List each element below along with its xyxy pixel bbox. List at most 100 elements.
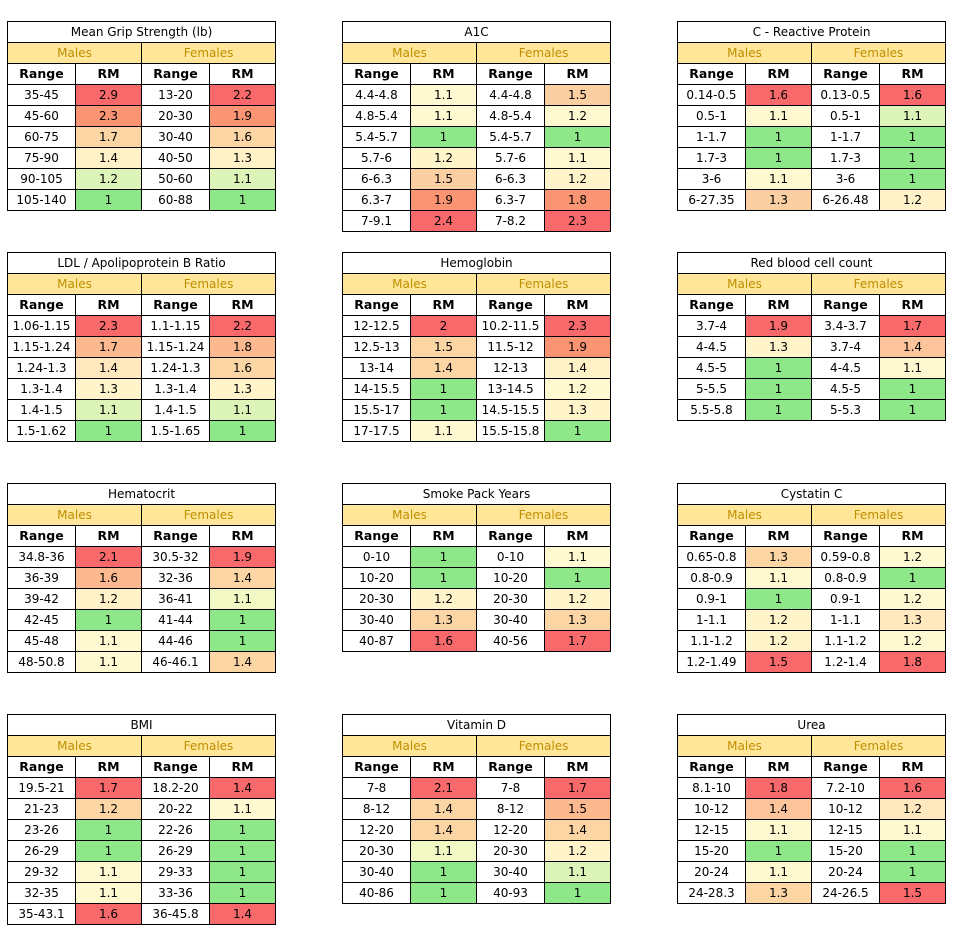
male-rm-cell: 1 xyxy=(745,840,812,862)
female-rm-cell: 1.2 xyxy=(879,189,946,211)
table-row: 1-1.7 1 1-1.7 1 xyxy=(677,126,946,148)
females-header: Females xyxy=(141,735,276,757)
female-rm-cell: 1.7 xyxy=(544,630,611,652)
female-range-cell: 12-13 xyxy=(476,357,545,379)
male-range-cell: 105-140 xyxy=(7,189,76,211)
male-range-cell: 7-8 xyxy=(342,777,411,799)
female-rm-cell: 1.3 xyxy=(544,609,611,631)
female-range-cell: 46-46.1 xyxy=(141,651,210,673)
male-range-cell: 35-43.1 xyxy=(7,903,76,925)
female-range-cell: 15-20 xyxy=(811,840,880,862)
table-row: 1.7-3 1 1.7-3 1 xyxy=(677,147,946,169)
female-rm-cell: 1.4 xyxy=(879,336,946,358)
male-range-cell: 5-5.5 xyxy=(677,378,746,400)
male-range-cell: 24-28.3 xyxy=(677,882,746,904)
female-range-cell: 10-20 xyxy=(476,567,545,589)
males-header: Males xyxy=(7,42,142,64)
male-rm-cell: 1.4 xyxy=(75,357,142,379)
male-range-cell: 13-14 xyxy=(342,357,411,379)
male-range-cell: 12-12.5 xyxy=(342,315,411,337)
range-header: Range xyxy=(677,756,746,778)
rm-header: RM xyxy=(75,525,142,547)
female-range-cell: 5-5.3 xyxy=(811,399,880,421)
female-range-cell: 33-36 xyxy=(141,882,210,904)
female-rm-cell: 1.3 xyxy=(208,147,277,169)
males-header: Males xyxy=(342,42,477,64)
female-rm-cell: 1.4 xyxy=(208,567,277,589)
table-row: 35-43.1 1.6 36-45.8 1.4 xyxy=(7,903,276,925)
male-range-cell: 42-45 xyxy=(7,609,76,631)
female-range-cell: 0.13-0.5 xyxy=(811,84,880,106)
female-range-cell: 0.9-1 xyxy=(811,588,880,610)
rm-header: RM xyxy=(208,294,277,316)
females-header: Females xyxy=(475,42,612,64)
male-rm-cell: 1.4 xyxy=(745,798,812,820)
male-range-cell: 34.8-36 xyxy=(7,546,76,568)
female-rm-cell: 1 xyxy=(208,630,277,652)
range-header: Range xyxy=(7,294,76,316)
female-range-cell: 1.2-1.4 xyxy=(811,651,880,673)
male-rm-cell: 1 xyxy=(410,567,477,589)
male-rm-cell: 1.2 xyxy=(745,609,812,631)
male-range-cell: 10-20 xyxy=(342,567,411,589)
males-header: Males xyxy=(342,735,477,757)
male-rm-cell: 1.3 xyxy=(745,546,812,568)
females-header: Females xyxy=(476,504,611,526)
female-range-cell: 1.3-1.4 xyxy=(141,378,210,400)
range-header: Range xyxy=(342,294,411,316)
female-range-cell: 14.5-15.5 xyxy=(476,399,545,421)
male-range-cell: 75-90 xyxy=(7,147,76,169)
table-row: 1-1.1 1.2 1-1.1 1.3 xyxy=(677,609,947,631)
female-rm-cell: 1.4 xyxy=(543,357,612,379)
table-row: 8-12 1.4 8-12 1.5 xyxy=(342,798,612,820)
male-range-cell: 1.2-1.49 xyxy=(677,651,746,673)
rm-header: RM xyxy=(75,756,142,778)
female-rm-cell: 1.4 xyxy=(208,651,277,673)
male-range-cell: 19.5-21 xyxy=(7,777,76,799)
male-range-cell: 39-42 xyxy=(7,588,76,610)
female-rm-cell: 1.2 xyxy=(543,168,612,190)
table-row: 5.5-5.8 1 5-5.3 1 xyxy=(677,399,946,421)
male-range-cell: 17-17.5 xyxy=(342,420,411,442)
table-row: 3-6 1.1 3-6 1 xyxy=(677,168,946,190)
female-range-cell: 0.8-0.9 xyxy=(811,567,880,589)
range-header: Range xyxy=(677,525,746,547)
table-title: Smoke Pack Years xyxy=(342,483,611,505)
female-rm-cell: 1 xyxy=(208,420,277,442)
female-range-cell: 29-33 xyxy=(141,861,210,883)
male-rm-cell: 1 xyxy=(745,147,812,169)
female-rm-cell: 1.3 xyxy=(208,378,277,400)
male-rm-cell: 1.9 xyxy=(745,315,812,337)
female-rm-cell: 1.4 xyxy=(543,819,612,841)
female-rm-cell: 1 xyxy=(878,861,947,883)
male-rm-cell: 1.2 xyxy=(75,798,142,820)
male-range-cell: 60-75 xyxy=(7,126,76,148)
rm-header: RM xyxy=(209,756,276,778)
female-rm-cell: 1.6 xyxy=(878,777,947,799)
table-c-reactive-protein: C - Reactive Protein Males Females Range RM R… xyxy=(677,21,946,211)
males-header: Males xyxy=(677,273,812,295)
female-rm-cell: 1.2 xyxy=(878,798,947,820)
male-rm-cell: 1.1 xyxy=(75,651,142,673)
female-rm-cell: 1.2 xyxy=(544,588,611,610)
female-rm-cell: 1 xyxy=(209,840,276,862)
male-rm-cell: 1.1 xyxy=(410,105,477,127)
male-rm-cell: 1.1 xyxy=(745,105,812,127)
table-row: 19.5-21 1.7 18.2-20 1.4 xyxy=(7,777,276,799)
female-range-cell: 6-6.3 xyxy=(476,168,545,190)
female-range-cell: 40-56 xyxy=(476,630,545,652)
females-header: Females xyxy=(140,42,277,64)
range-header: Range xyxy=(7,525,76,547)
female-range-cell: 44-46 xyxy=(141,630,210,652)
rm-header: RM xyxy=(745,63,812,85)
male-range-cell: 12-20 xyxy=(342,819,411,841)
table-row: 14-15.5 1 13-14.5 1.2 xyxy=(342,378,612,400)
table-row: 75-90 1.4 40-50 1.3 xyxy=(7,147,277,169)
table-row: 4-4.5 1.3 3.7-4 1.4 xyxy=(677,336,946,358)
table-row: 20-30 1.1 20-30 1.2 xyxy=(342,840,612,862)
table-row: 0.9-1 1 0.9-1 1.2 xyxy=(677,588,947,610)
male-rm-cell: 1.6 xyxy=(75,903,142,925)
table-mean-grip-strength-lb: Mean Grip Strength (lb) Males Females Range… xyxy=(6,21,277,211)
table-row: 20-24 1.1 20-24 1 xyxy=(677,861,947,883)
male-range-cell: 6-6.3 xyxy=(342,168,411,190)
